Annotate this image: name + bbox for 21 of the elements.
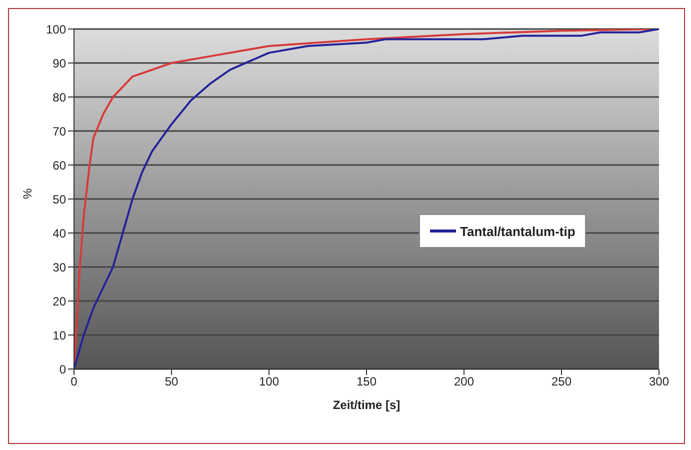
y-tick-label: 0: [59, 362, 66, 376]
y-tick-label: 10: [52, 328, 66, 342]
y-tick-label: 80: [52, 90, 66, 104]
x-tick-label: 300: [648, 374, 670, 389]
y-tick-label: 90: [52, 56, 66, 70]
y-tick-label: 70: [52, 124, 66, 138]
x-tick-label: 100: [258, 374, 280, 389]
x-tick-label: 200: [454, 374, 474, 389]
x-tick-label: 150: [356, 374, 377, 389]
x-tick-label: 50: [164, 374, 178, 389]
y-tick-label: 20: [52, 294, 66, 308]
y-tick-label: 60: [52, 158, 66, 172]
y-tick-label: 40: [52, 226, 66, 240]
x-axis-title: Zeit/time [s]: [332, 398, 400, 412]
x-tick-label: 0: [70, 374, 78, 389]
y-tick-label: 50: [52, 192, 66, 206]
y-axis-title: %: [20, 188, 34, 199]
y-tick-label: 100: [46, 22, 66, 36]
y-tick-label: 30: [52, 260, 66, 274]
x-tick-label: 250: [551, 374, 572, 389]
legend-label: Tantal/tantalum-tip: [460, 224, 576, 238]
